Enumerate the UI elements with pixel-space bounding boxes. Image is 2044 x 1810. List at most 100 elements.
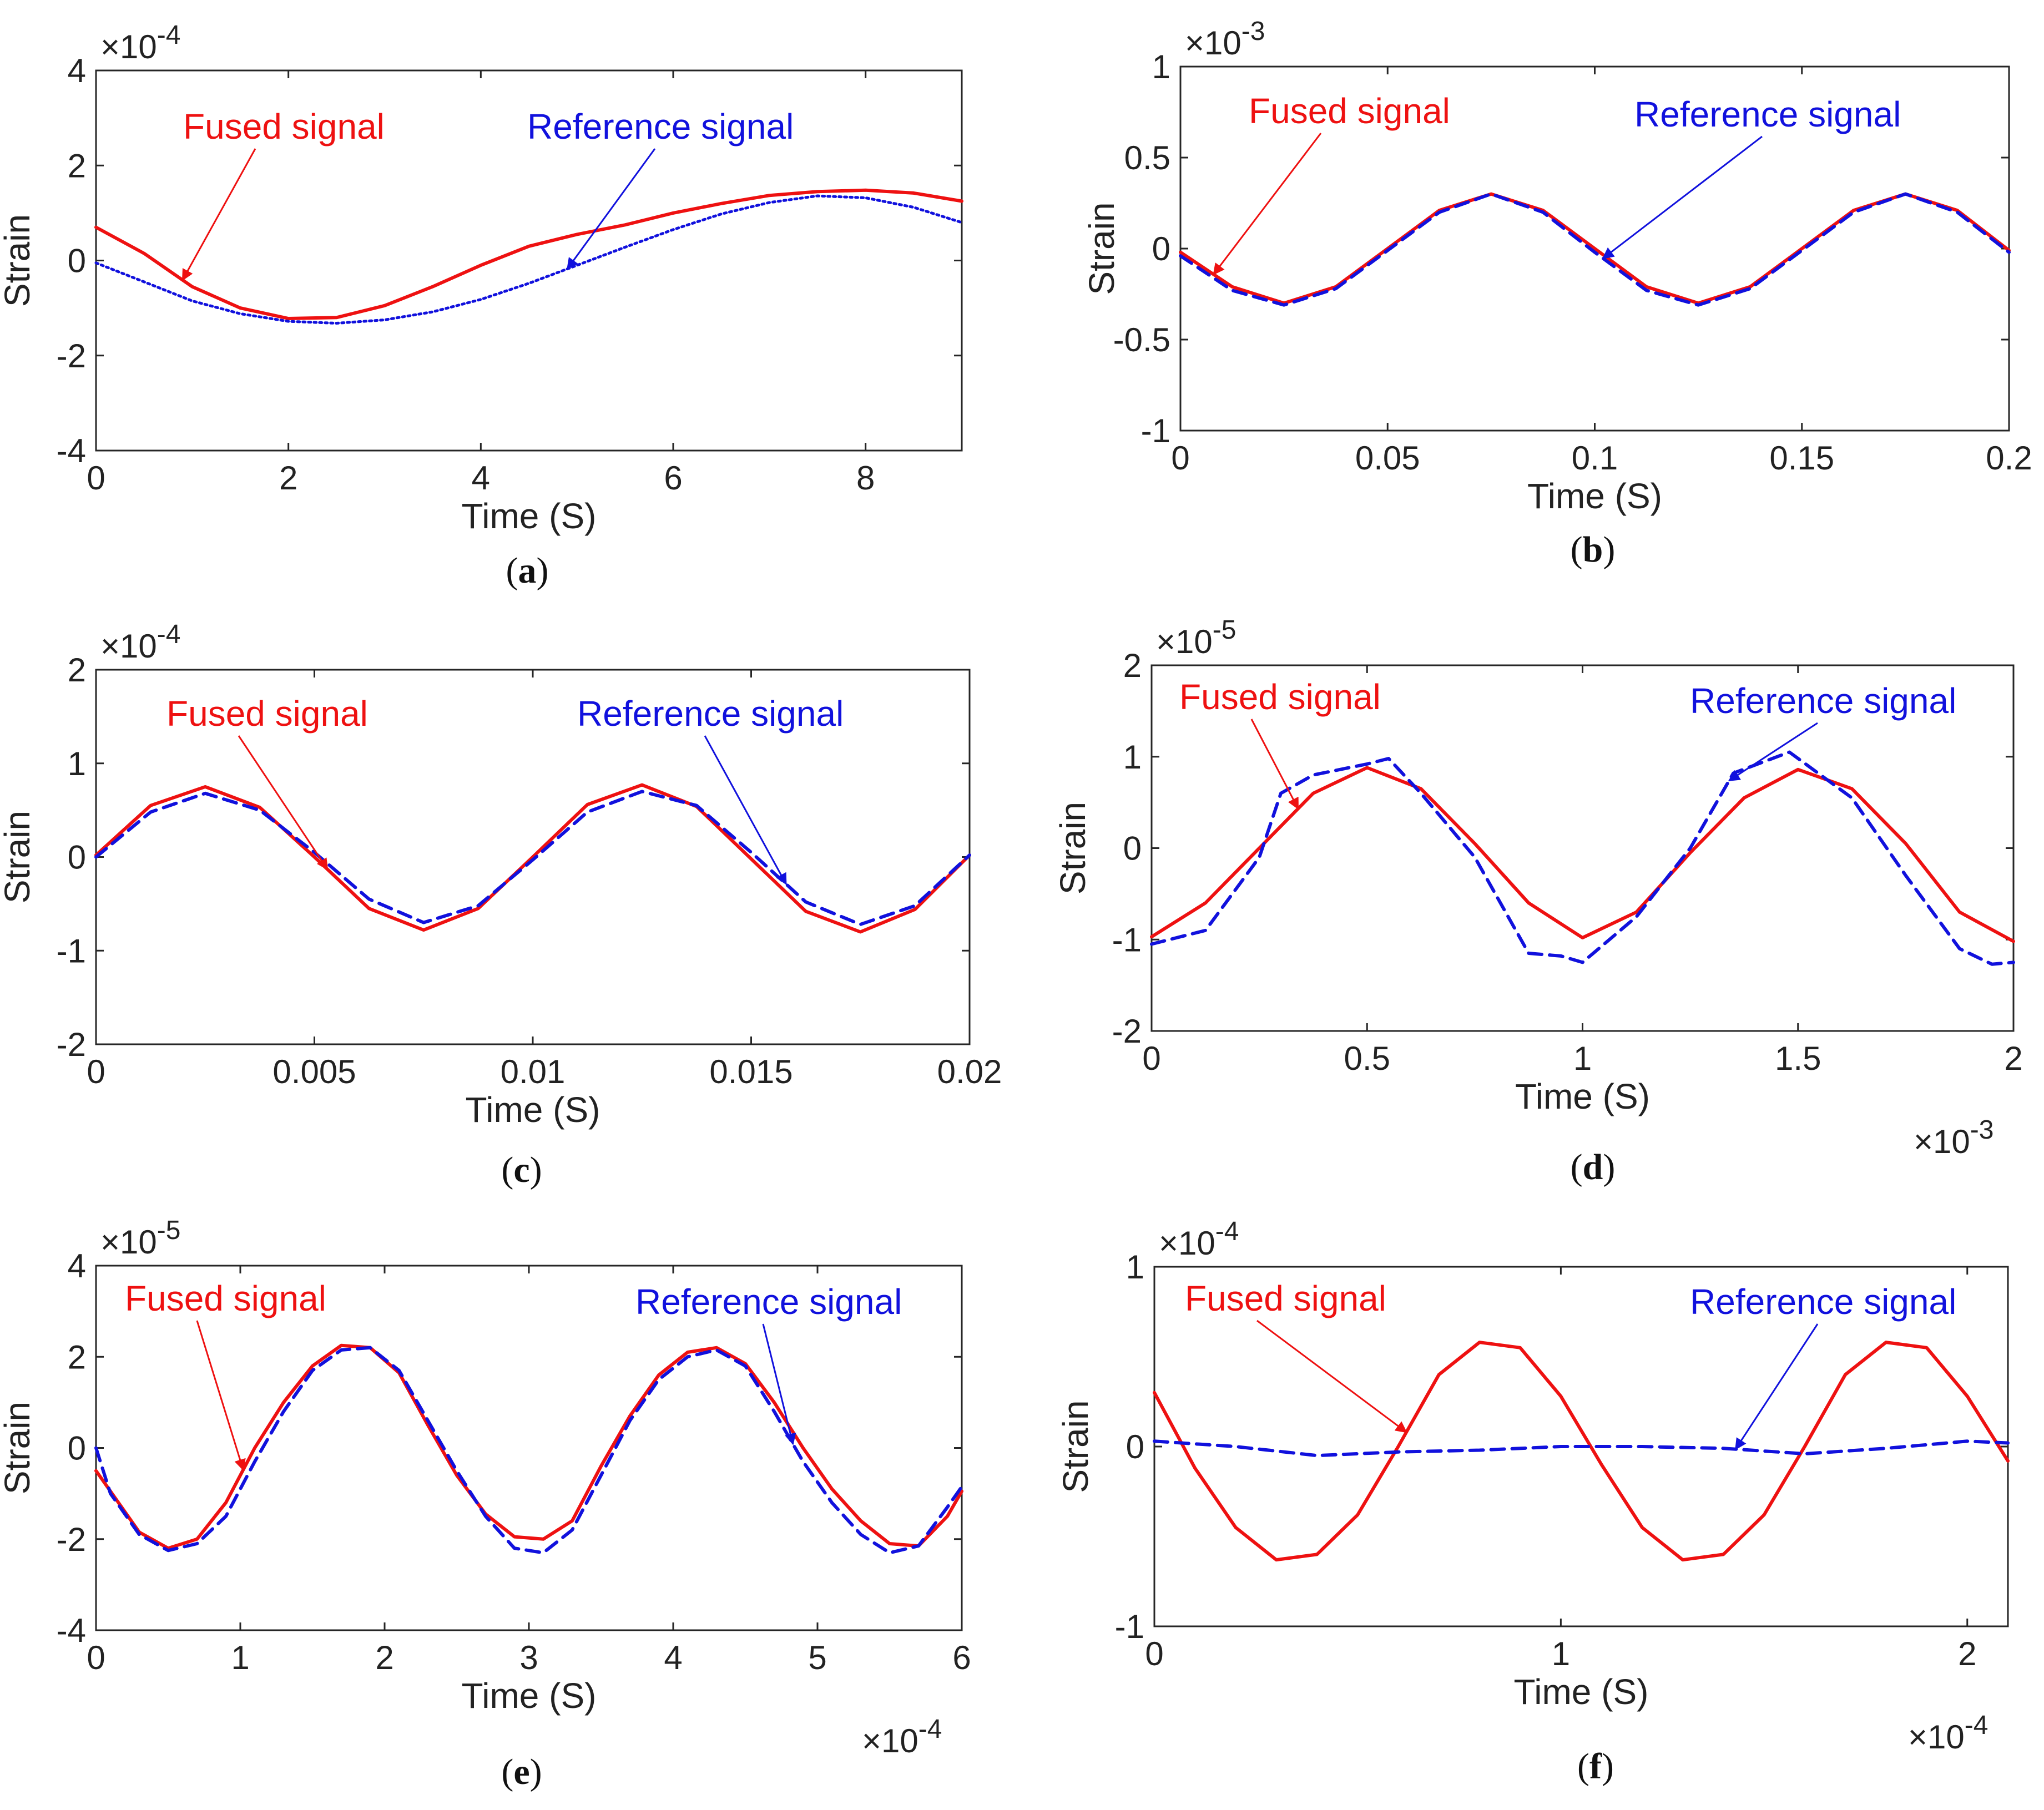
panel-c-ytick-label: 1 [68,745,86,782]
panel-a-xtick-label: 6 [664,459,682,497]
panel-f-y-multiplier: ×10-4 [1159,1217,1239,1262]
panel-d-series-fused [1150,766,2015,943]
panel-a-series-reference [94,194,963,325]
panel-e-xtick-label: 4 [664,1639,682,1676]
panel-a-ylabel: Strain [0,214,37,307]
panel-f-series-fused [1153,1341,2010,1562]
panel-d-xtick-label: 0.5 [1344,1040,1390,1077]
panel-a-ytick-label: 4 [68,52,86,89]
panel-c-annotation-arrow-fused [238,735,329,871]
panel-a-xtick-label: 2 [279,459,297,497]
panel-e-annotation-arrow-reference [762,1323,796,1445]
panel-b-xlabel: Time (S) [1527,476,1662,516]
panel-e-y-multiplier: ×10-5 [100,1216,180,1261]
panel-f-annotation-arrow-reference [1735,1323,1819,1450]
panel-b-series-reference [1179,192,2011,307]
panel-d-series-reference [1150,750,2015,966]
panel-e-caption: (e) [501,1752,542,1792]
panel-c-xtick-label: 0.02 [937,1053,1002,1090]
panel-a-annotation-reference: Reference signal [527,107,794,146]
panel-b-xtick-label: 0.2 [1986,439,2032,477]
panel-e-annotation-reference: Reference signal [635,1282,902,1322]
panel-a-annotation-arrow-reference [567,148,656,270]
panel-e-annotation-fused: Fused signal [125,1278,326,1318]
panel-c-ylabel: Strain [0,811,37,903]
panel-f-ytick-label: 1 [1126,1248,1144,1286]
panel-f-ylabel: Strain [1056,1400,1096,1493]
panel-d-ytick-label: 2 [1123,647,1142,684]
panel-e-ytick-label: 2 [68,1338,86,1376]
panel-a-xtick-label: 8 [856,459,875,497]
panel-c-ytick-label: 2 [68,651,86,689]
panel-b-annotation-arrow-fused [1213,133,1322,276]
panel-d-xtick-label: 1.5 [1775,1040,1821,1077]
panel-b-xtick-label: 0.05 [1355,439,1420,477]
panel-f-annotation-fused: Fused signal [1185,1278,1386,1318]
panel-e-series-reference [94,1346,963,1555]
panel-d-annotation-reference: Reference signal [1690,681,1956,721]
panel-d-annotation-arrow-reference [1728,722,1818,782]
panel-d-annotation-fused: Fused signal [1179,677,1381,717]
panel-e-xtick-label: 5 [808,1639,826,1676]
panel-e-ylabel: Strain [0,1402,37,1494]
panel-d-xlabel: Time (S) [1515,1076,1650,1116]
panel-f-ytick-label: 0 [1126,1428,1144,1465]
panel-a-xlabel: Time (S) [462,496,597,536]
panel-e-ytick-label: 0 [68,1430,86,1467]
panel-c-series-reference [94,790,971,926]
panel-b-ylabel: Strain [1082,202,1122,295]
panel-d-xtick-label: 1 [1573,1040,1592,1077]
panel-c-annotation-arrow-reference [704,735,787,886]
panel-b-xtick-label: 0.1 [1572,439,1618,477]
panel-c-caption: (c) [501,1150,542,1190]
panel-c-xlabel: Time (S) [466,1090,600,1130]
panel-a-xtick-label: 4 [472,459,490,497]
panel-d-ytick-label: 0 [1123,830,1142,867]
panel-d-ytick-label: 1 [1123,739,1142,776]
panel-e-xtick-label: 2 [375,1639,393,1676]
panel-b-y-multiplier: ×10-3 [1185,17,1265,62]
panel-f-annotation-reference: Reference signal [1690,1282,1956,1322]
panel-f-xtick-label: 0 [1145,1635,1163,1672]
panel-a-ytick-label: -4 [57,432,86,469]
panel-b-xtick-label: 0.15 [1769,439,1834,477]
panel-e-xtick-label: 6 [952,1639,971,1676]
panel-c-y-multiplier: ×10-4 [100,620,180,665]
panel-e-ytick-label: -4 [57,1612,86,1649]
panel-b-annotation-reference: Reference signal [1634,94,1901,134]
panel-c-ytick-label: 0 [68,839,86,876]
panel-a-annotation-fused: Fused signal [183,107,385,146]
panel-a-ytick-label: -2 [57,337,86,375]
panel-e-x-multiplier: ×10-4 [862,1715,942,1760]
panel-c-ytick-label: -2 [57,1026,86,1063]
panel-c-annotation-reference: Reference signal [577,694,844,734]
panel-e-annotation-arrow-fused [196,1320,246,1471]
panel-d-caption: (d) [1571,1147,1616,1187]
panel-c-series-fused [94,783,971,934]
panel-d-ylabel: Strain [1053,802,1093,894]
panel-b-ytick-label: 1 [1152,48,1170,85]
panel-a-ytick-label: 2 [68,147,86,184]
panel-f-annotation-arrow-fused [1256,1319,1407,1433]
panel-a-caption: (a) [506,550,549,591]
panel-b-ytick-label: 0 [1152,230,1170,267]
panel-b-ytick-label: 0.5 [1124,139,1170,176]
panel-f-caption: (f) [1577,1746,1614,1787]
panel-e-xtick-label: 1 [231,1639,249,1676]
panel-d-annotation-arrow-fused [1250,719,1299,810]
panel-c-xtick-label: 0.005 [272,1053,356,1090]
panel-d-x-multiplier: ×10-3 [1914,1115,1993,1160]
panel-c-xtick-label: 0.01 [501,1053,566,1090]
panel-b-annotation-arrow-reference [1602,135,1763,259]
panel-e-ytick-label: -2 [57,1521,86,1558]
panel-e-xlabel: Time (S) [462,1676,597,1716]
panel-e-xtick-label: 0 [87,1639,105,1676]
panel-e-ytick-label: 4 [68,1247,86,1285]
panel-d-xtick-label: 2 [2004,1040,2022,1077]
panel-d-ytick-label: -2 [1112,1013,1142,1050]
panel-c-ytick-label: -1 [57,932,86,969]
panel-d-xtick-label: 0 [1142,1040,1160,1077]
panel-b-ytick-label: -0.5 [1113,321,1170,358]
panel-e-series-fused [94,1343,963,1550]
panel-f-series-reference [1153,1439,2010,1458]
